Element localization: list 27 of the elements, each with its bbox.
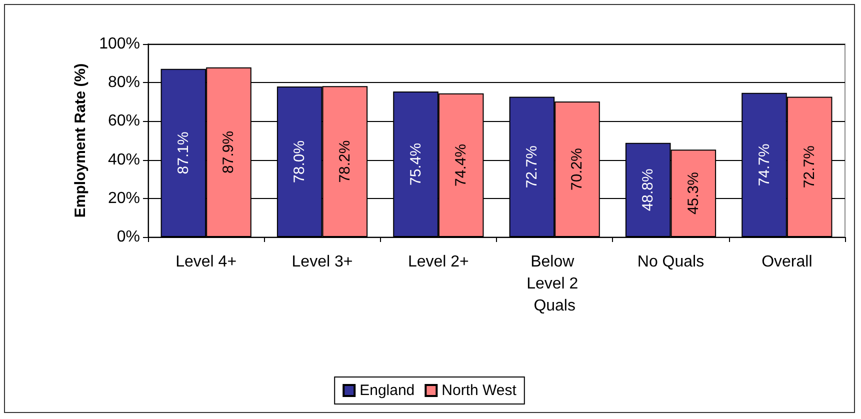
data-label: 78.2%: [336, 140, 354, 183]
data-label: 72.7%: [801, 146, 818, 188]
y-tick-label: 100%: [99, 36, 140, 52]
x-tick-label: Overall: [762, 254, 812, 270]
y-axis-title: Employment Rate (%): [72, 63, 90, 218]
x-tick-label: No Quals: [637, 254, 704, 270]
x-tick-label: Level 3+: [292, 254, 353, 270]
y-tick-label: 40%: [108, 151, 140, 168]
data-label: 87.1%: [174, 132, 192, 174]
x-tick-label: Level 4+: [176, 254, 237, 270]
x-tick-label: Below Level 2 Quals: [526, 254, 583, 314]
data-label: 48.8%: [640, 168, 657, 212]
data-label: 75.4%: [407, 142, 424, 186]
data-label: 70.2%: [568, 148, 586, 191]
data-label: 45.3%: [684, 172, 702, 215]
y-tick-label: 0%: [116, 228, 140, 246]
y-tick-label: 80%: [108, 74, 140, 92]
data-label: 72.7%: [523, 146, 540, 188]
data-label: 74.7%: [756, 144, 773, 186]
data-label: 74.4%: [452, 144, 470, 186]
data-label: 87.9%: [220, 130, 238, 174]
legend-label: England: [360, 382, 415, 399]
x-tick-label: Level 2+: [408, 254, 469, 270]
data-label: 78.0%: [291, 140, 308, 184]
y-tick-label: 60%: [108, 112, 140, 130]
y-tick-label: 20%: [108, 190, 140, 207]
legend-label: North West: [442, 382, 518, 399]
